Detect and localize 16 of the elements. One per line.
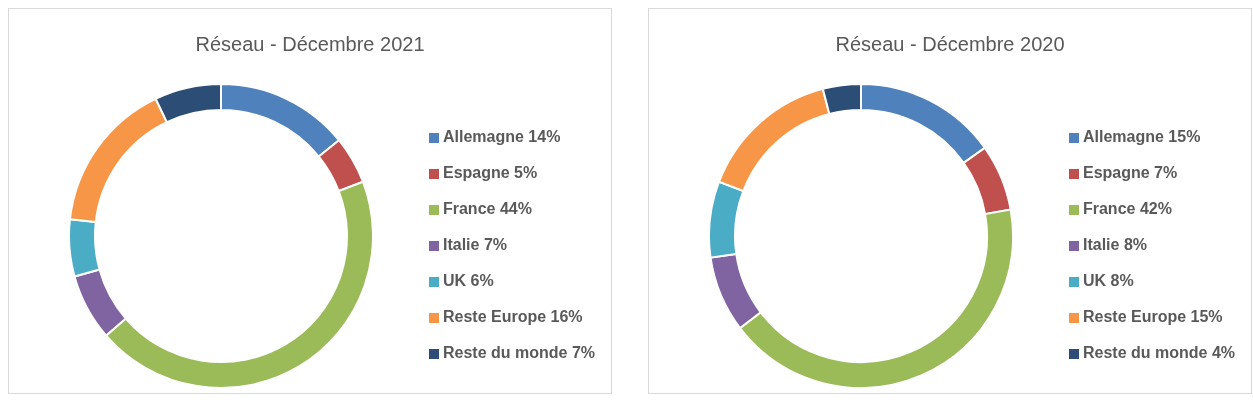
legend-label: France 42% xyxy=(1082,200,1172,217)
legend-label: Italie 7% xyxy=(442,236,507,253)
legend-label: Espagne 7% xyxy=(1082,164,1178,181)
chart-title: Réseau - Décembre 2020 xyxy=(834,32,1066,57)
chart-title: Réseau - Décembre 2021 xyxy=(194,32,426,57)
legend-label: Reste du monde 4% xyxy=(1082,344,1235,361)
legend-label: Espagne 5% xyxy=(442,164,538,181)
legend-label: Reste du monde 7% xyxy=(442,344,595,361)
legend-label: Reste Europe 15% xyxy=(1082,308,1223,325)
legend-label: France 44% xyxy=(442,200,532,217)
legend-label: UK 6% xyxy=(442,272,494,289)
legend-label: Reste Europe 16% xyxy=(442,308,583,325)
legend-label: Allemagne 14% xyxy=(442,128,561,145)
legend-label: Allemagne 15% xyxy=(1082,128,1201,145)
legend-label: UK 8% xyxy=(1082,272,1134,289)
legend-label: Italie 8% xyxy=(1082,236,1147,253)
